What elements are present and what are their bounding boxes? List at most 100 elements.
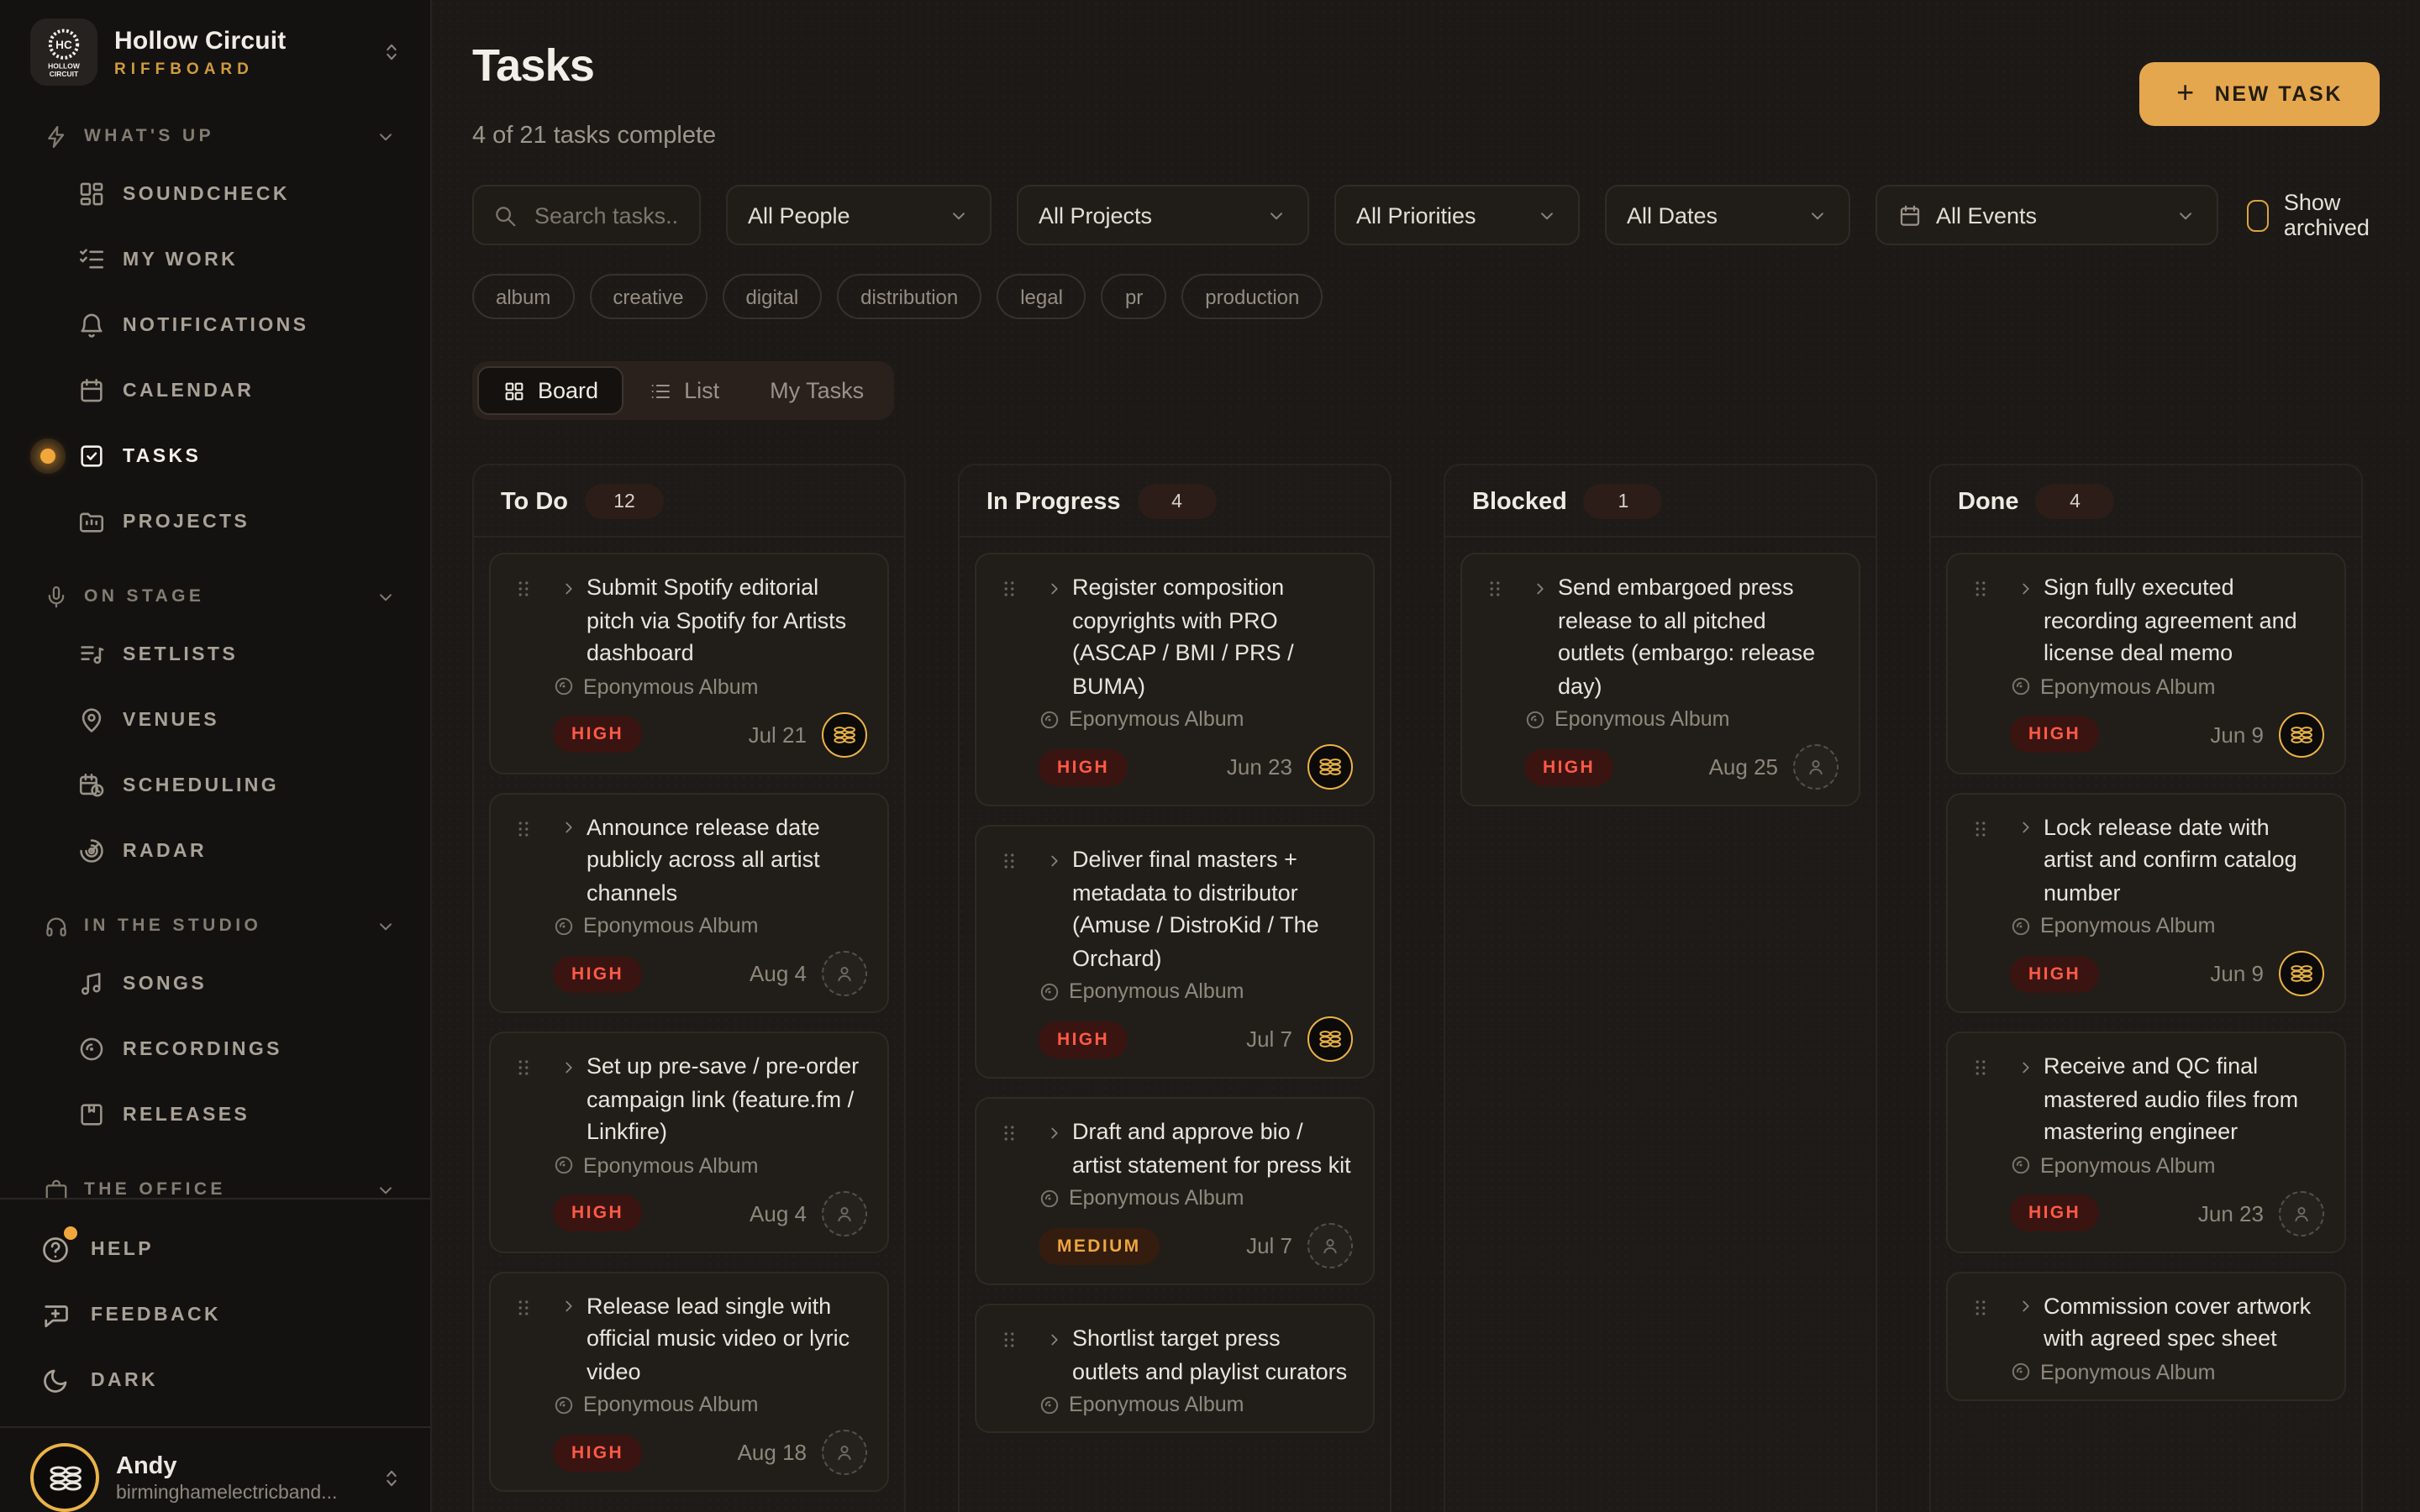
new-task-button[interactable]: + NEW TASK	[2139, 62, 2380, 126]
expand-chevron[interactable]	[1045, 579, 1064, 597]
drag-handle[interactable]	[1970, 817, 1991, 839]
unassigned-avatar[interactable]	[822, 1190, 867, 1236]
task-card[interactable]: Draft and approve bio / artist statement…	[975, 1097, 1375, 1286]
tag-chip-digital[interactable]: digital	[722, 274, 823, 320]
checkbox-icon[interactable]	[2246, 199, 2269, 232]
nav-section-header-in-the-studio[interactable]: IN THE STUDIO	[0, 900, 430, 951]
sidebar-item-venues[interactable]: VENUES	[0, 687, 430, 753]
unassigned-avatar[interactable]	[822, 951, 867, 997]
expand-chevron[interactable]	[560, 579, 578, 597]
task-title: Receive and QC final mastered audio file…	[2044, 1053, 2299, 1145]
view-tab-my-tasks[interactable]: My Tasks	[744, 366, 889, 415]
sidebar-item-calendar[interactable]: CALENDAR	[0, 358, 430, 423]
sidebar-item-scheduling[interactable]: SCHEDULING	[0, 753, 430, 818]
sidebar-item-songs[interactable]: SONGS	[0, 951, 430, 1016]
task-card[interactable]: Shortlist target press outlets and playl…	[975, 1304, 1375, 1434]
user-menu[interactable]: Andy birminghamelectricband...	[0, 1426, 430, 1512]
sidebar-item-tasks[interactable]: TASKS	[0, 423, 430, 489]
expand-chevron[interactable]	[560, 1297, 578, 1315]
chevrons-up-down-icon	[387, 1469, 397, 1486]
expand-chevron[interactable]	[2017, 579, 2035, 597]
sidebar-item-projects[interactable]: PROJECTS	[0, 489, 430, 554]
expand-chevron[interactable]	[2017, 818, 2035, 837]
tag-chip-distribution[interactable]: distribution	[837, 274, 982, 320]
drag-handle[interactable]	[513, 578, 534, 600]
task-card[interactable]: Sign fully executed recording agreement …	[1946, 553, 2346, 774]
unassigned-avatar[interactable]	[1793, 744, 1839, 790]
nav-section-header-what-s-up[interactable]: WHAT'S UP	[0, 111, 430, 161]
sidebar-item-setlists[interactable]: SETLISTS	[0, 622, 430, 687]
expand-chevron[interactable]	[1531, 579, 1549, 597]
assignee-avatar[interactable]	[1307, 1016, 1353, 1063]
unassigned-avatar[interactable]	[1307, 1223, 1353, 1269]
tag-chip-legal[interactable]: legal	[997, 274, 1086, 320]
drag-handle[interactable]	[1970, 1296, 1991, 1318]
filter-dropdown-all-projects[interactable]: All Projects	[1016, 185, 1309, 246]
filter-dropdown-all-events[interactable]: All Events	[1875, 185, 2218, 246]
task-card[interactable]: Announce release date publicly across al…	[489, 792, 889, 1014]
org-switcher[interactable]: HC HOLLOW CIRCUIT Hollow Circuit RIFFBOA…	[0, 0, 430, 101]
drag-handle[interactable]	[998, 1329, 1020, 1351]
drag-handle[interactable]	[1970, 1057, 1991, 1079]
drag-handle[interactable]	[998, 578, 1020, 600]
nav-section-header-on-stage[interactable]: ON STAGE	[0, 571, 430, 622]
view-tab-list[interactable]: List	[623, 366, 744, 415]
task-card[interactable]: Commission cover artwork with agreed spe…	[1946, 1271, 2346, 1401]
org-name: Hollow Circuit	[114, 26, 287, 55]
sidebar-item-releases[interactable]: RELEASES	[0, 1082, 430, 1147]
task-card[interactable]: Submit Spotify editorial pitch via Spoti…	[489, 553, 889, 774]
expand-chevron[interactable]	[2017, 1297, 2035, 1315]
tag-chip-pr[interactable]: pr	[1101, 274, 1167, 320]
footer-item-feedback[interactable]: FEEDBACK	[0, 1282, 430, 1347]
task-card[interactable]: Set up pre-save / pre-order campaign lin…	[489, 1032, 889, 1253]
sidebar-item-soundcheck[interactable]: SOUNDCHECK	[0, 161, 430, 227]
show-archived-toggle[interactable]: Show archived	[2246, 190, 2380, 240]
task-card[interactable]: Release lead single with official music …	[489, 1271, 889, 1493]
drag-handle[interactable]	[1484, 578, 1506, 600]
unassigned-avatar[interactable]	[2279, 1190, 2324, 1236]
chevrons-up-down-icon[interactable]	[380, 40, 403, 64]
filter-dropdown-all-priorities[interactable]: All Priorities	[1334, 185, 1580, 246]
expand-chevron[interactable]	[1045, 1123, 1064, 1142]
assignee-avatar[interactable]	[1307, 744, 1353, 790]
column-divider	[1931, 536, 2361, 538]
expand-chevron[interactable]	[2017, 1058, 2035, 1076]
expand-chevron[interactable]	[560, 1058, 578, 1076]
sidebar-item-radar[interactable]: RADAR	[0, 818, 430, 884]
footer-item-help[interactable]: HELP	[0, 1216, 430, 1282]
task-title: Deliver final masters + metadata to dist…	[1072, 847, 1319, 971]
task-card[interactable]: Send embargoed press release to all pitc…	[1460, 553, 1860, 807]
drag-handle[interactable]	[998, 1122, 1020, 1144]
drag-handle[interactable]	[1970, 578, 1991, 600]
drag-handle[interactable]	[513, 1296, 534, 1318]
nav-section-header-the-office[interactable]: THE OFFICE	[0, 1164, 430, 1198]
sidebar-item-notifications[interactable]: NOTIFICATIONS	[0, 292, 430, 358]
due-date: Jun 23	[1226, 754, 1292, 780]
assignee-avatar[interactable]	[822, 711, 867, 758]
drag-handle[interactable]	[513, 817, 534, 839]
task-card[interactable]: Deliver final masters + metadata to dist…	[975, 825, 1375, 1079]
project-row: Eponymous Album	[1039, 1186, 1353, 1210]
tag-chip-album[interactable]: album	[472, 274, 575, 320]
drag-handle[interactable]	[998, 850, 1020, 872]
assignee-avatar[interactable]	[2279, 951, 2324, 997]
task-card[interactable]: Receive and QC final mastered audio file…	[1946, 1032, 2346, 1253]
expand-chevron[interactable]	[560, 818, 578, 837]
drag-handle[interactable]	[513, 1057, 534, 1079]
task-card[interactable]: Register composition copyrights with PRO…	[975, 553, 1375, 807]
filter-dropdown-all-people[interactable]: All People	[725, 185, 992, 246]
sidebar-item-my-work[interactable]: MY WORK	[0, 227, 430, 292]
filter-dropdown-all-dates[interactable]: All Dates	[1604, 185, 1850, 246]
search-input[interactable]	[531, 201, 681, 230]
expand-chevron[interactable]	[1045, 1330, 1064, 1348]
footer-item-dark[interactable]: DARK	[0, 1347, 430, 1413]
expand-chevron[interactable]	[1045, 851, 1064, 869]
task-card[interactable]: Lock release date with artist and confir…	[1946, 792, 2346, 1014]
assignee-avatar[interactable]	[2279, 711, 2324, 758]
task-title: Set up pre-save / pre-order campaign lin…	[587, 1053, 860, 1145]
sidebar-item-recordings[interactable]: RECORDINGS	[0, 1016, 430, 1082]
view-tab-board[interactable]: Board	[477, 366, 624, 416]
tag-chip-production[interactable]: production	[1181, 274, 1323, 320]
tag-chip-creative[interactable]: creative	[589, 274, 708, 320]
unassigned-avatar[interactable]	[822, 1430, 867, 1476]
